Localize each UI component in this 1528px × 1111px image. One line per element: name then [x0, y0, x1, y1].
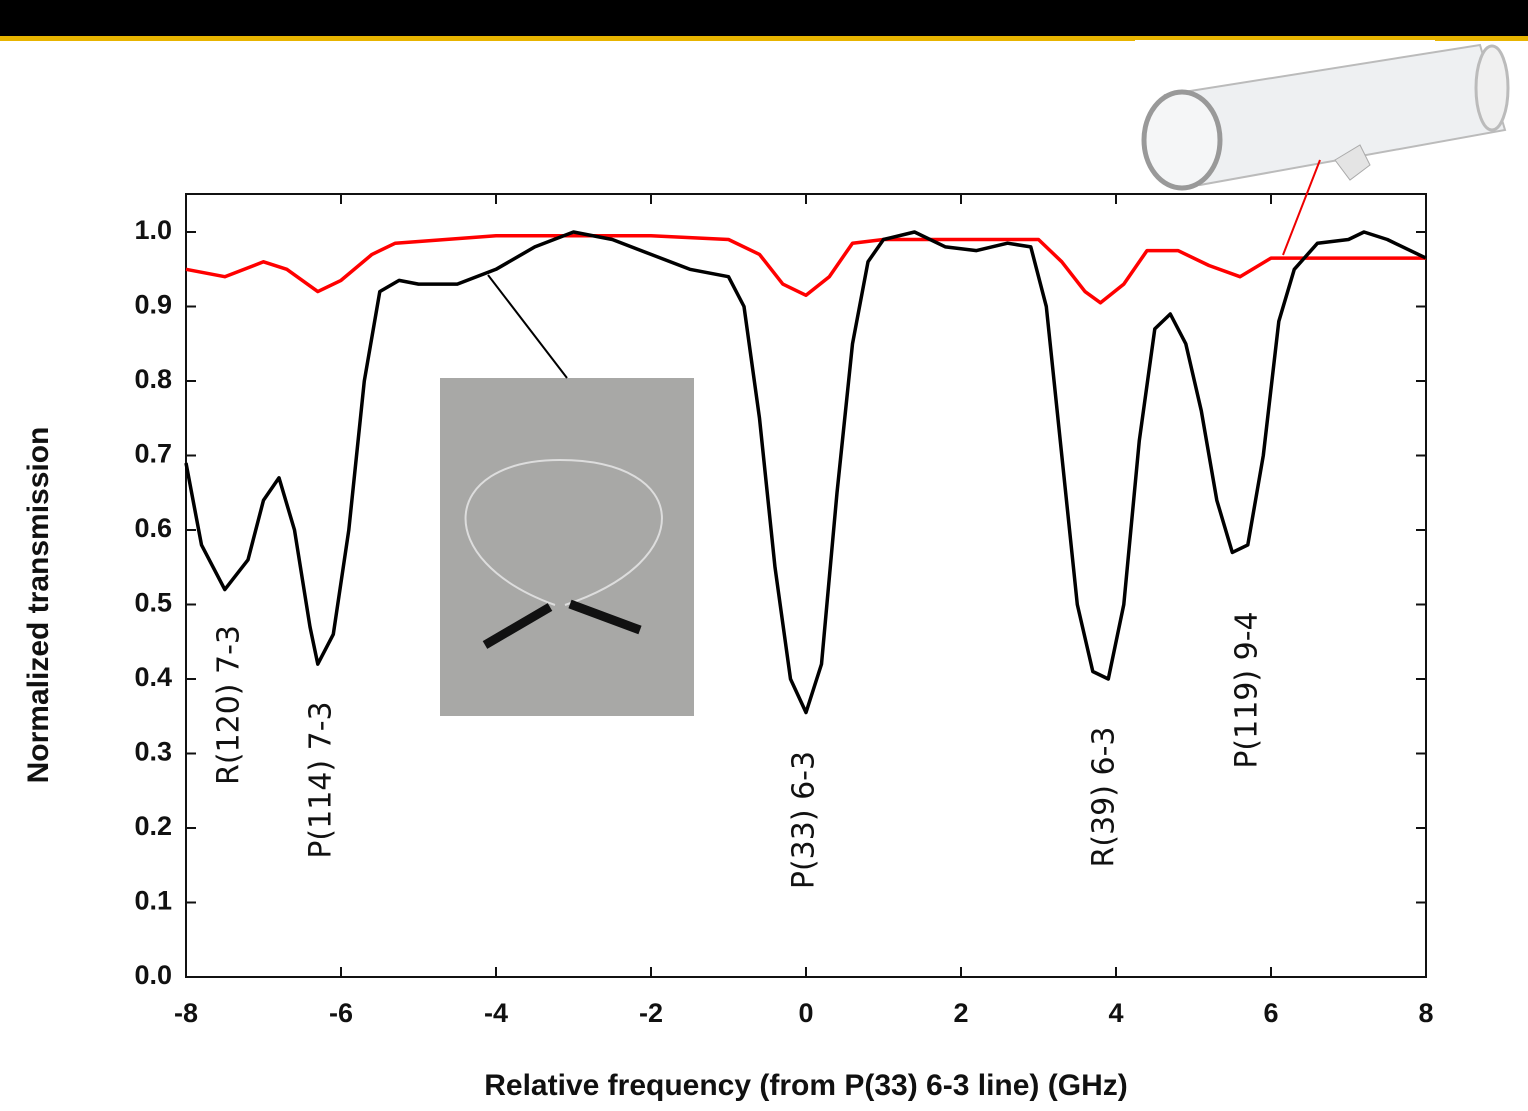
y-tick-label: 0.8 [134, 364, 172, 394]
line-label: P(33) 6-3 [787, 751, 822, 889]
y-tick-label: 0.4 [134, 662, 172, 692]
y-tick-label: 0.6 [134, 513, 172, 543]
line-label: R(39) 6-3 [1087, 727, 1122, 868]
x-axis-title: Relative frequency (from P(33) 6-3 line)… [484, 1069, 1127, 1102]
pointer-line [1282, 159, 1321, 256]
y-tick-label: 0.3 [134, 737, 172, 767]
line-label: P(114) 7-3 [304, 701, 339, 858]
line-label: P(119) 9-4 [1230, 611, 1265, 768]
x-tick-label: 8 [1418, 998, 1433, 1028]
y-tick-label: 0.7 [134, 439, 172, 469]
x-tick-label: -4 [484, 998, 508, 1028]
y-tick-label: 0.1 [134, 886, 172, 916]
y-tick-label: 0.5 [134, 588, 172, 618]
x-tick-label: 0 [798, 998, 813, 1028]
x-tick-label: -2 [639, 998, 663, 1028]
x-tick-label: 2 [953, 998, 968, 1028]
data-line [184, 230, 1427, 715]
x-tick-label: 4 [1108, 998, 1123, 1028]
y-tick-label: 0.2 [134, 811, 172, 841]
line-label: R(120) 7-3 [212, 625, 247, 785]
header-stripe [0, 36, 1528, 41]
y-tick-label: 0.9 [134, 290, 172, 320]
cell-photo [1135, 40, 1510, 191]
x-tick-label: -8 [174, 998, 198, 1028]
pointer-line [487, 274, 568, 379]
y-tick-label: 1.0 [134, 215, 172, 245]
data-line [185, 233, 1426, 305]
header-bar [0, 0, 1528, 36]
x-tick-label: 6 [1263, 998, 1278, 1028]
y-axis-title: Normalized transmission [22, 427, 55, 784]
y-tick-label: 0.0 [134, 960, 172, 990]
x-tick-label: -6 [329, 998, 353, 1028]
fiber-photo [440, 378, 694, 716]
